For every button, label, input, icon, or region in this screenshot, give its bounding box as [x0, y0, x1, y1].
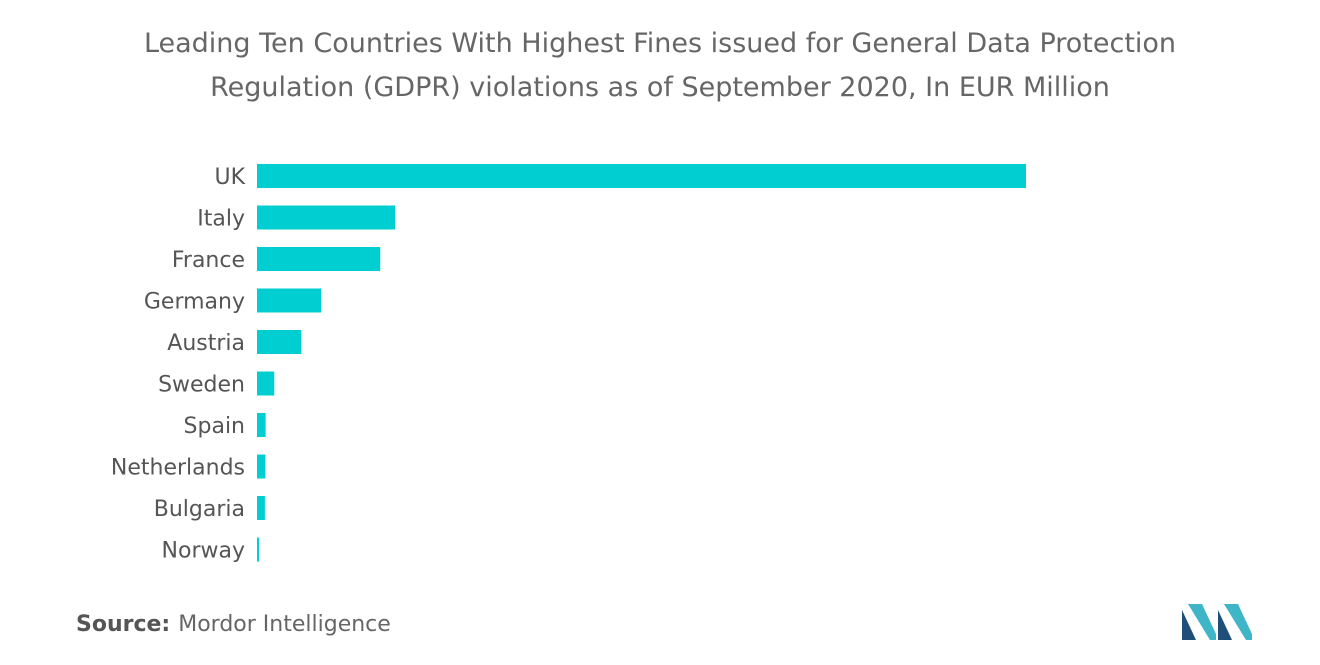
chart-title-line-2: Regulation (GDPR) violations as of Septe… — [210, 72, 1110, 103]
source-value: Mordor Intelligence — [178, 612, 391, 637]
bar-spain — [257, 413, 266, 437]
category-label-germany: Germany — [144, 290, 245, 315]
chart-title-line-1: Leading Ten Countries With Highest Fines… — [143, 28, 1177, 59]
category-label-spain: Spain — [184, 414, 245, 439]
bar-sweden — [257, 371, 275, 396]
category-label-italy: Italy — [197, 207, 245, 232]
chart-title: Leading Ten Countries With Highest Fines… — [60, 22, 1260, 110]
category-label-austria: Austria — [167, 331, 245, 356]
source-note: Source: Mordor Intelligence — [76, 612, 391, 637]
bar-italy — [257, 205, 396, 230]
bar-uk — [257, 164, 1026, 188]
category-label-norway: Norway — [162, 539, 245, 564]
category-label-bulgaria: Bulgaria — [154, 497, 245, 522]
category-label-sweden: Sweden — [158, 373, 245, 398]
bar-france — [257, 247, 381, 271]
mordor-intelligence-logo-icon — [1182, 604, 1252, 640]
bar-bulgaria — [257, 496, 265, 520]
bar-netherlands — [257, 454, 266, 479]
category-label-group: UK Italy France Germany Austria Sweden Spain Ne… — [111, 165, 246, 564]
category-label-netherlands: Netherlands — [111, 456, 245, 481]
category-label-uk: UK — [214, 165, 245, 190]
bar-group — [257, 164, 1026, 562]
category-label-france: France — [172, 248, 245, 273]
bar-norway — [257, 537, 259, 562]
bar-germany — [257, 288, 322, 313]
bar-austria — [257, 330, 302, 354]
source-label: Source: — [76, 612, 171, 637]
